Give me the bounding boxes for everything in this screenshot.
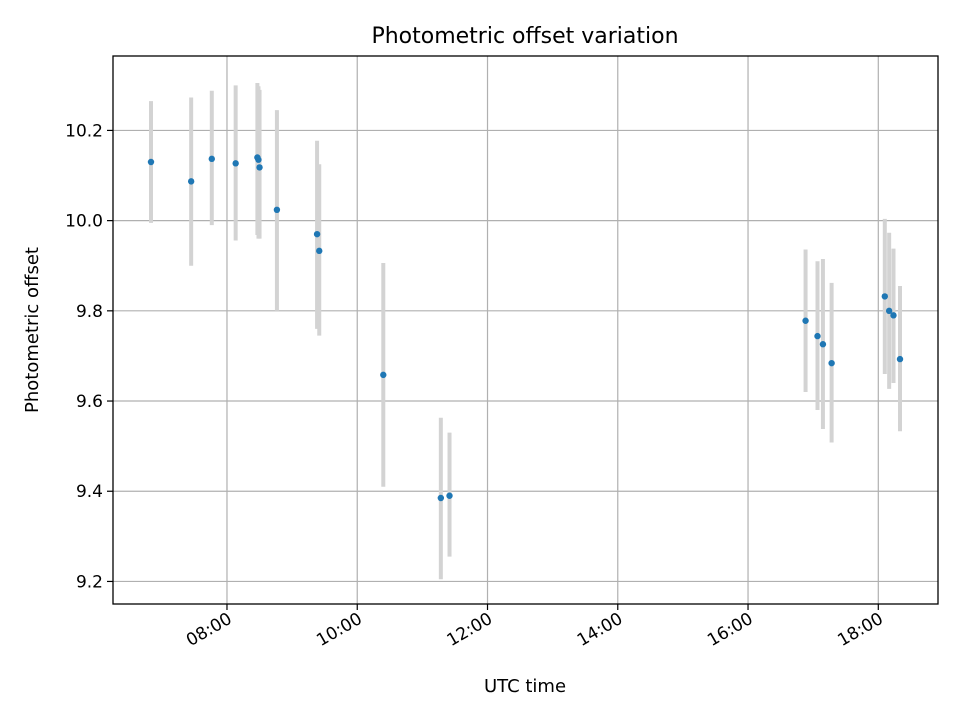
- plot-frame: [112, 55, 939, 605]
- x-tick-label: 18:00: [834, 609, 886, 651]
- y-tick-label: 9.6: [76, 392, 103, 412]
- y-tick-label: 9.4: [76, 482, 103, 502]
- data-point: [256, 164, 263, 171]
- axis-ticks: 08:00 10:00 12:00 14:00 16:00 18:00 9.2 9.4 9.6 9…: [65, 121, 887, 650]
- y-tick-label: 10.0: [65, 212, 103, 232]
- x-tick-label: 14:00: [574, 609, 626, 651]
- data-point: [316, 247, 323, 255]
- y-tick-label: 10.2: [65, 121, 103, 141]
- data-point: [802, 317, 809, 324]
- data-point: [187, 178, 195, 185]
- grid: [113, 56, 938, 604]
- data-point: [819, 341, 827, 348]
- data-point: [313, 230, 321, 238]
- data-point: [380, 371, 387, 379]
- error-bars: [148, 83, 903, 580]
- data-point: [890, 312, 897, 319]
- x-tick-label: 08:00: [183, 609, 235, 651]
- data-point: [885, 307, 893, 315]
- y-axis-label: Photometric offset: [22, 247, 43, 413]
- x-tick-label: 12:00: [444, 609, 496, 651]
- data-point: [828, 359, 835, 367]
- data-point: [273, 206, 281, 214]
- data-point: [232, 160, 239, 167]
- data-point: [446, 492, 453, 499]
- x-tick-label: 16:00: [704, 609, 756, 651]
- data-point: [437, 494, 445, 502]
- y-tick-label: 9.8: [76, 302, 103, 322]
- chart-title: Photometric offset variation: [371, 24, 678, 49]
- y-tick-label: 9.2: [76, 572, 103, 592]
- data-point: [896, 355, 904, 363]
- x-axis-label: UTC time: [484, 676, 566, 697]
- data-point: [255, 156, 262, 163]
- x-tick-label: 10:00: [313, 609, 365, 651]
- data-point: [147, 158, 155, 166]
- data-point: [881, 293, 889, 300]
- data-points: [147, 154, 904, 502]
- data-point: [208, 155, 215, 163]
- data-point: [814, 332, 821, 340]
